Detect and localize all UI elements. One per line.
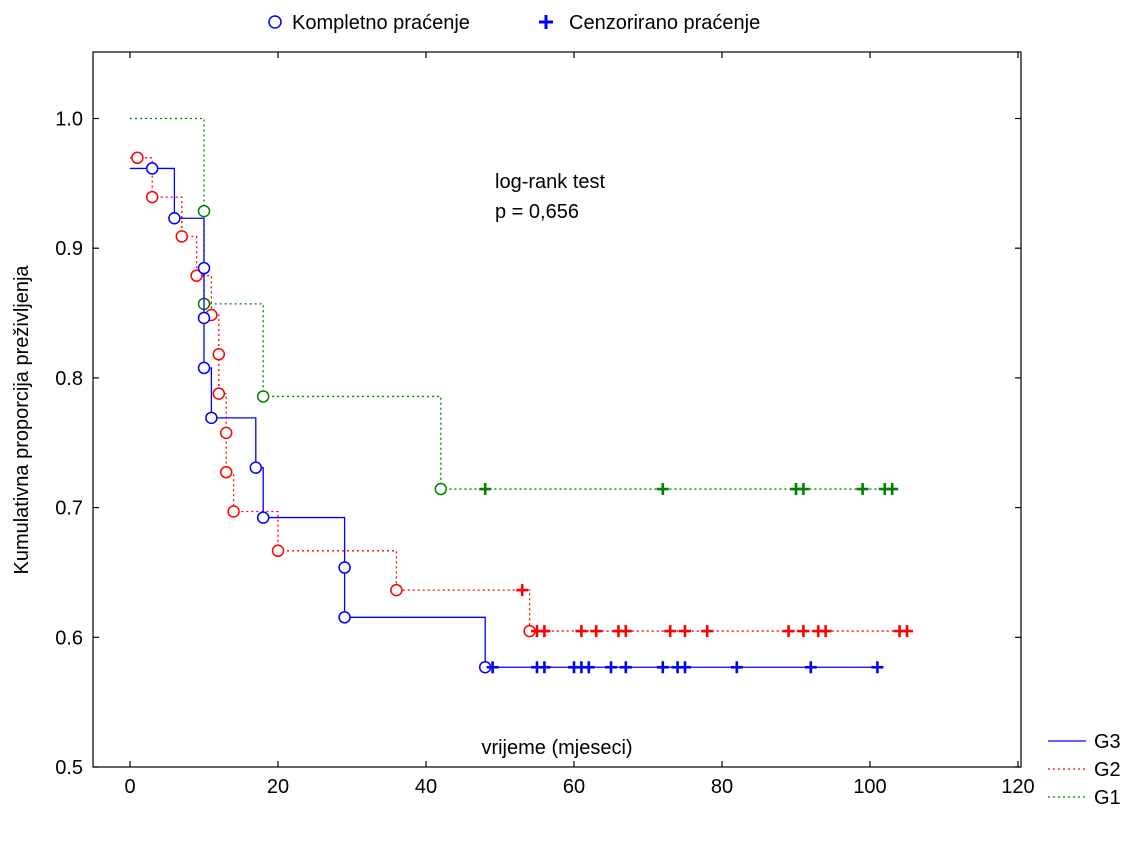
x-tick-label: 80 — [711, 776, 733, 798]
x-tick-label: 20 — [267, 776, 289, 798]
event-marker — [145, 162, 159, 175]
survival-curve-g1 — [130, 117, 893, 490]
series-g3 — [130, 162, 884, 674]
censored-marker — [782, 625, 795, 638]
censored-marker — [619, 625, 632, 638]
event-marker — [197, 361, 211, 375]
censored-marker — [575, 625, 588, 638]
event-marker — [338, 611, 351, 624]
censored-marker — [886, 483, 899, 496]
series-legend: G3 G2 G1 — [1048, 731, 1121, 809]
censored-marker — [538, 661, 551, 674]
survival-curve-g3 — [130, 167, 878, 668]
y-tick-label: 0.7 — [55, 498, 83, 520]
event-marker — [256, 511, 270, 524]
censored-marker — [656, 661, 669, 674]
event-marker — [338, 561, 351, 574]
marker-legend: Kompletno praćenje Cenzorirano praćenje — [268, 12, 760, 34]
event-marker — [131, 151, 144, 165]
axes: 0 20 40 60 80 100 120 0.5 0.6 0.7 0.8 0.9 1.0 — [55, 52, 1035, 798]
censored-marker — [679, 661, 691, 674]
event-marker — [168, 211, 181, 225]
event-marker — [227, 505, 240, 518]
event-marker — [175, 230, 189, 243]
censored-marker — [901, 625, 913, 638]
event-marker — [197, 311, 211, 325]
survival-curve-g2 — [130, 157, 907, 632]
series-g1 — [130, 117, 899, 496]
annotation-line-2: p = 0,656 — [495, 201, 579, 223]
series-g2 — [130, 151, 913, 638]
event-marker — [205, 411, 218, 425]
x-axis-label: vrijeme (mjeseci) — [481, 737, 632, 759]
event-marker — [145, 190, 159, 204]
censored-marker — [804, 661, 817, 674]
censored-marker — [797, 483, 810, 496]
y-tick-label: 0.5 — [55, 757, 83, 779]
x-tick-label: 40 — [415, 776, 437, 798]
x-tick-label: 0 — [124, 776, 135, 798]
complete-legend-label: Kompletno praćenje — [292, 12, 470, 34]
censored-marker — [679, 625, 691, 638]
annotation-line-1: log-rank test — [495, 171, 605, 193]
event-marker — [219, 426, 233, 440]
y-tick-label: 0.8 — [55, 368, 83, 390]
legend-label-g3: G3 — [1094, 731, 1121, 753]
event-marker — [434, 482, 448, 496]
censored-marker — [619, 661, 632, 674]
censored-marker — [871, 661, 884, 674]
y-tick-label: 0.9 — [55, 238, 83, 260]
censored-marker — [664, 625, 677, 638]
censored-marker — [538, 625, 551, 638]
event-marker — [212, 387, 226, 400]
y-axis-label: Kumulativna proporcija preživljenja — [11, 265, 33, 575]
x-tick-label: 100 — [853, 776, 886, 798]
censored-marker — [856, 483, 869, 496]
censored-marker — [656, 483, 669, 496]
censored-marker — [479, 483, 492, 496]
event-marker — [197, 204, 211, 218]
censored-marker — [516, 584, 529, 597]
complete-marker-icon — [268, 15, 282, 29]
censored-marker — [797, 625, 810, 638]
event-marker — [197, 261, 211, 275]
censored-marker — [582, 661, 595, 674]
event-marker — [256, 390, 270, 403]
censored-marker — [605, 661, 617, 674]
legend-label-g1: G1 — [1094, 787, 1121, 809]
y-tick-label: 0.6 — [55, 627, 83, 649]
censored-legend-label: Cenzorirano praćenje — [569, 12, 760, 34]
plot-area — [92, 51, 1022, 768]
event-marker — [271, 544, 285, 558]
event-marker — [212, 348, 226, 361]
censored-marker — [486, 661, 499, 674]
event-marker — [190, 269, 203, 282]
event-marker — [249, 461, 263, 474]
event-marker — [219, 465, 233, 479]
censored-marker — [701, 625, 714, 638]
series-layer — [130, 117, 913, 674]
censored-marker — [730, 661, 743, 674]
x-tick-label: 120 — [1001, 776, 1034, 798]
x-tick-label: 60 — [563, 776, 585, 798]
censored-marker — [590, 625, 603, 638]
censored-marker — [819, 625, 832, 638]
event-marker — [390, 583, 403, 597]
y-tick-label: 1.0 — [55, 109, 83, 131]
legend-label-g2: G2 — [1094, 759, 1121, 781]
censored-marker-icon — [539, 15, 553, 29]
